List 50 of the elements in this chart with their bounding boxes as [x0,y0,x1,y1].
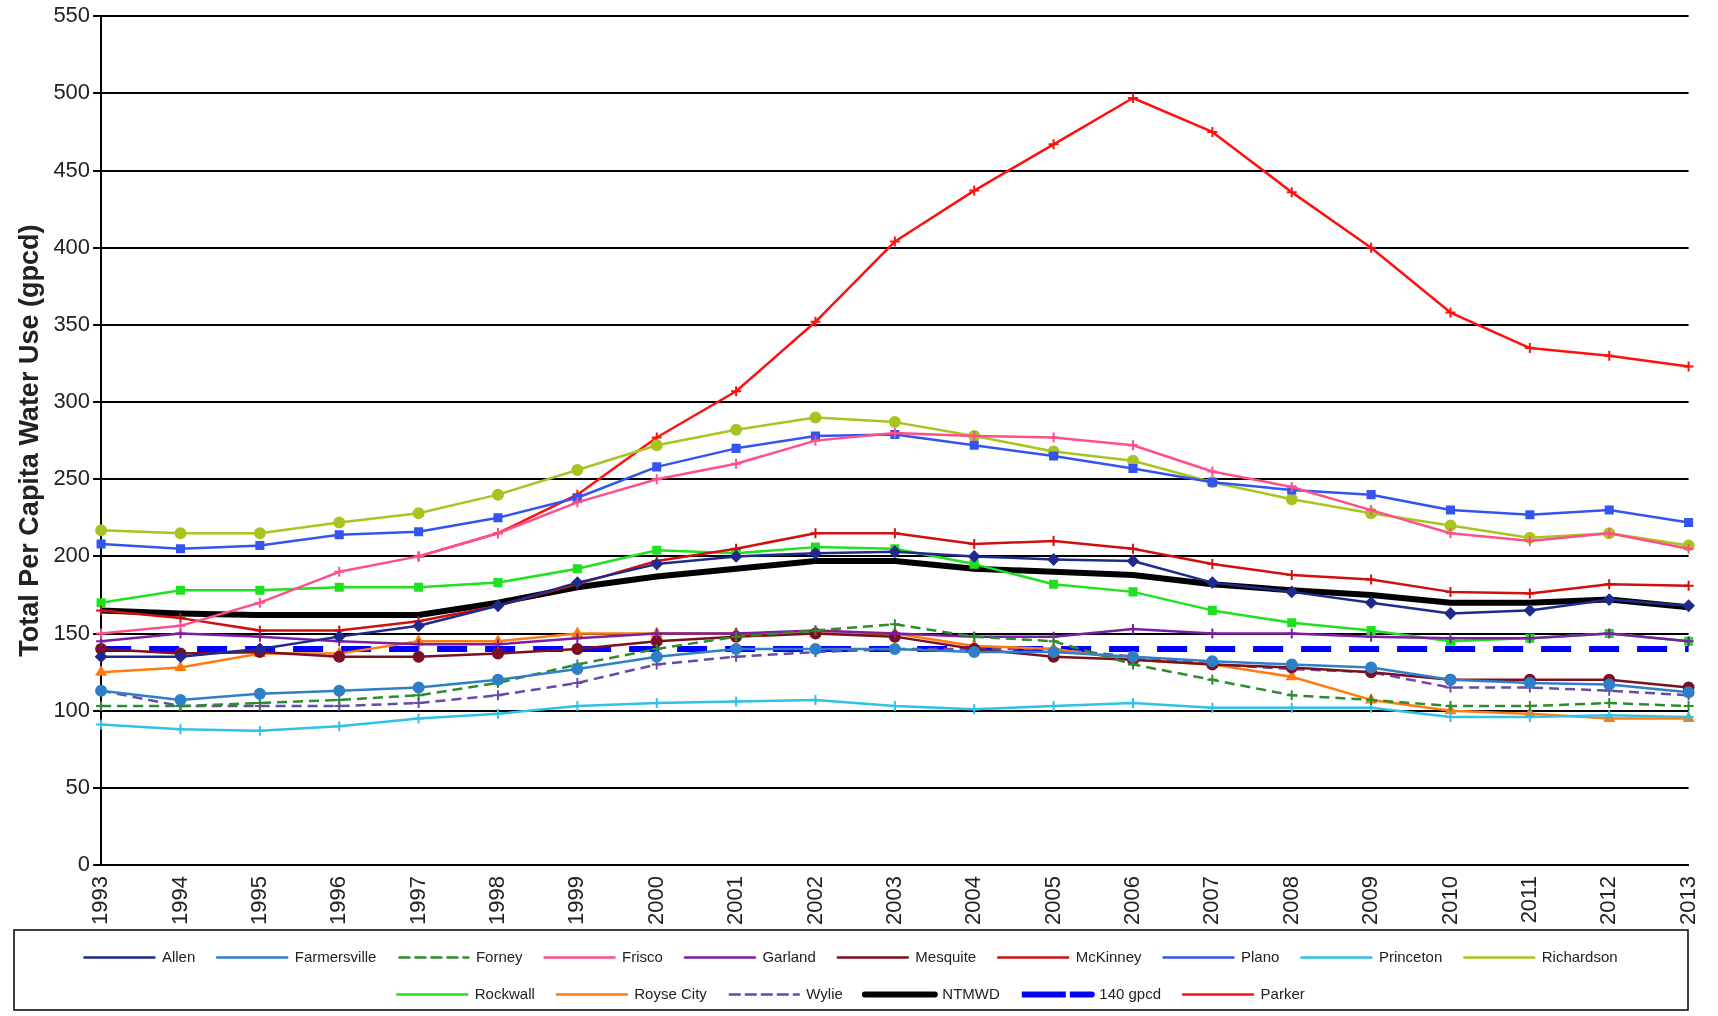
x-tick-label: 1999 [563,876,589,926]
legend-label: Frisco [622,947,663,965]
x-tick-label: 2013 [1674,876,1700,926]
y-tick-label: 450 [53,156,91,182]
y-tick-label: 250 [53,465,91,491]
x-tick-label: 1994 [166,876,192,926]
legend-label: Mesquite [915,947,977,965]
y-tick-label: 200 [53,542,91,568]
y-tick-label: 500 [53,79,91,105]
legend-label: NTMWD [942,984,1000,1002]
x-tick-label: 2002 [801,876,827,926]
x-tick-label: 2000 [642,876,668,926]
legend-label: Wylie [806,984,843,1002]
y-tick-label: 400 [53,233,91,259]
x-tick-label: 2009 [1357,876,1383,926]
legend-label: Princeton [1378,947,1443,965]
x-tick-label: 1996 [325,876,351,926]
legend-label: Rockwall [474,984,535,1002]
x-tick-label: 1993 [87,876,113,926]
y-tick-label: 100 [53,696,91,722]
x-tick-label: 2003 [880,876,906,926]
legend-label: Garland [762,947,816,965]
x-tick-label: 2001 [722,876,748,926]
y-tick-label: 150 [53,619,91,645]
x-tick-label: 2011 [1515,876,1541,924]
y-tick-label: 0 [77,851,91,877]
x-tick-label: 2008 [1277,876,1303,926]
legend-label: Royse City [634,984,708,1002]
x-tick-label: 1997 [404,876,430,926]
y-tick-label: 550 [53,2,91,28]
legend-label: McKinney [1075,947,1143,965]
legend-label: 140 gpcd [1099,984,1162,1002]
x-tick-label: 2005 [1039,876,1065,926]
x-tick-label: 2004 [960,876,986,926]
y-tick-label: 50 [65,773,91,799]
legend-label: Allen [161,947,196,965]
legend-label: Forney [475,947,524,965]
x-tick-label: 2007 [1198,876,1224,926]
x-tick-label: 2010 [1436,876,1462,926]
x-tick-label: 1995 [245,876,271,926]
x-tick-label: 2012 [1595,876,1621,926]
legend-label: Richardson [1541,947,1618,965]
y-tick-label: 300 [53,388,91,414]
x-tick-label: 1998 [484,876,510,926]
legend-label: Plano [1241,947,1280,965]
legend-label: Farmersville [294,947,377,965]
y-tick-label: 350 [53,310,91,336]
y-axis-title: Total Per Capita Water Use (gpcd) [13,224,44,657]
x-tick-label: 2006 [1119,876,1145,926]
legend-label: Parker [1260,984,1305,1002]
